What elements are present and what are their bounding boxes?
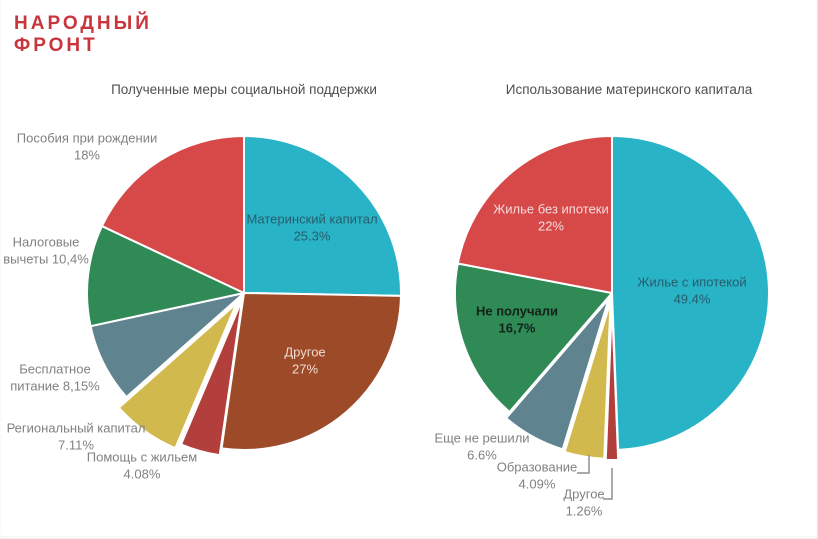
pie-slice — [86, 225, 245, 328]
pie-slice — [563, 300, 612, 460]
right-chart-title: Использование материнского капитала — [505, 82, 753, 97]
pie-slice — [243, 135, 402, 297]
pie-slice — [220, 292, 402, 451]
pie-slice — [117, 302, 238, 450]
pie-slice — [180, 298, 244, 457]
pie-slice — [454, 262, 613, 413]
right-pie — [454, 135, 771, 500]
pie-slice — [505, 298, 610, 451]
pie-slice — [456, 135, 613, 294]
pie-slice — [604, 302, 620, 462]
brand-logo-line2: ФРОНТ — [14, 35, 98, 56]
brand-logo: НАРОДНЫЙ ФРОНТ — [14, 13, 152, 57]
pie-slice — [100, 135, 245, 294]
brand-logo-line1: НАРОДНЫЙ — [14, 13, 152, 34]
left-pie — [86, 135, 402, 457]
leader-line — [577, 455, 590, 474]
leader-line — [603, 468, 613, 500]
left-chart-title: Полученные меры социальной поддержки — [111, 82, 377, 97]
pie-slice — [611, 135, 771, 451]
